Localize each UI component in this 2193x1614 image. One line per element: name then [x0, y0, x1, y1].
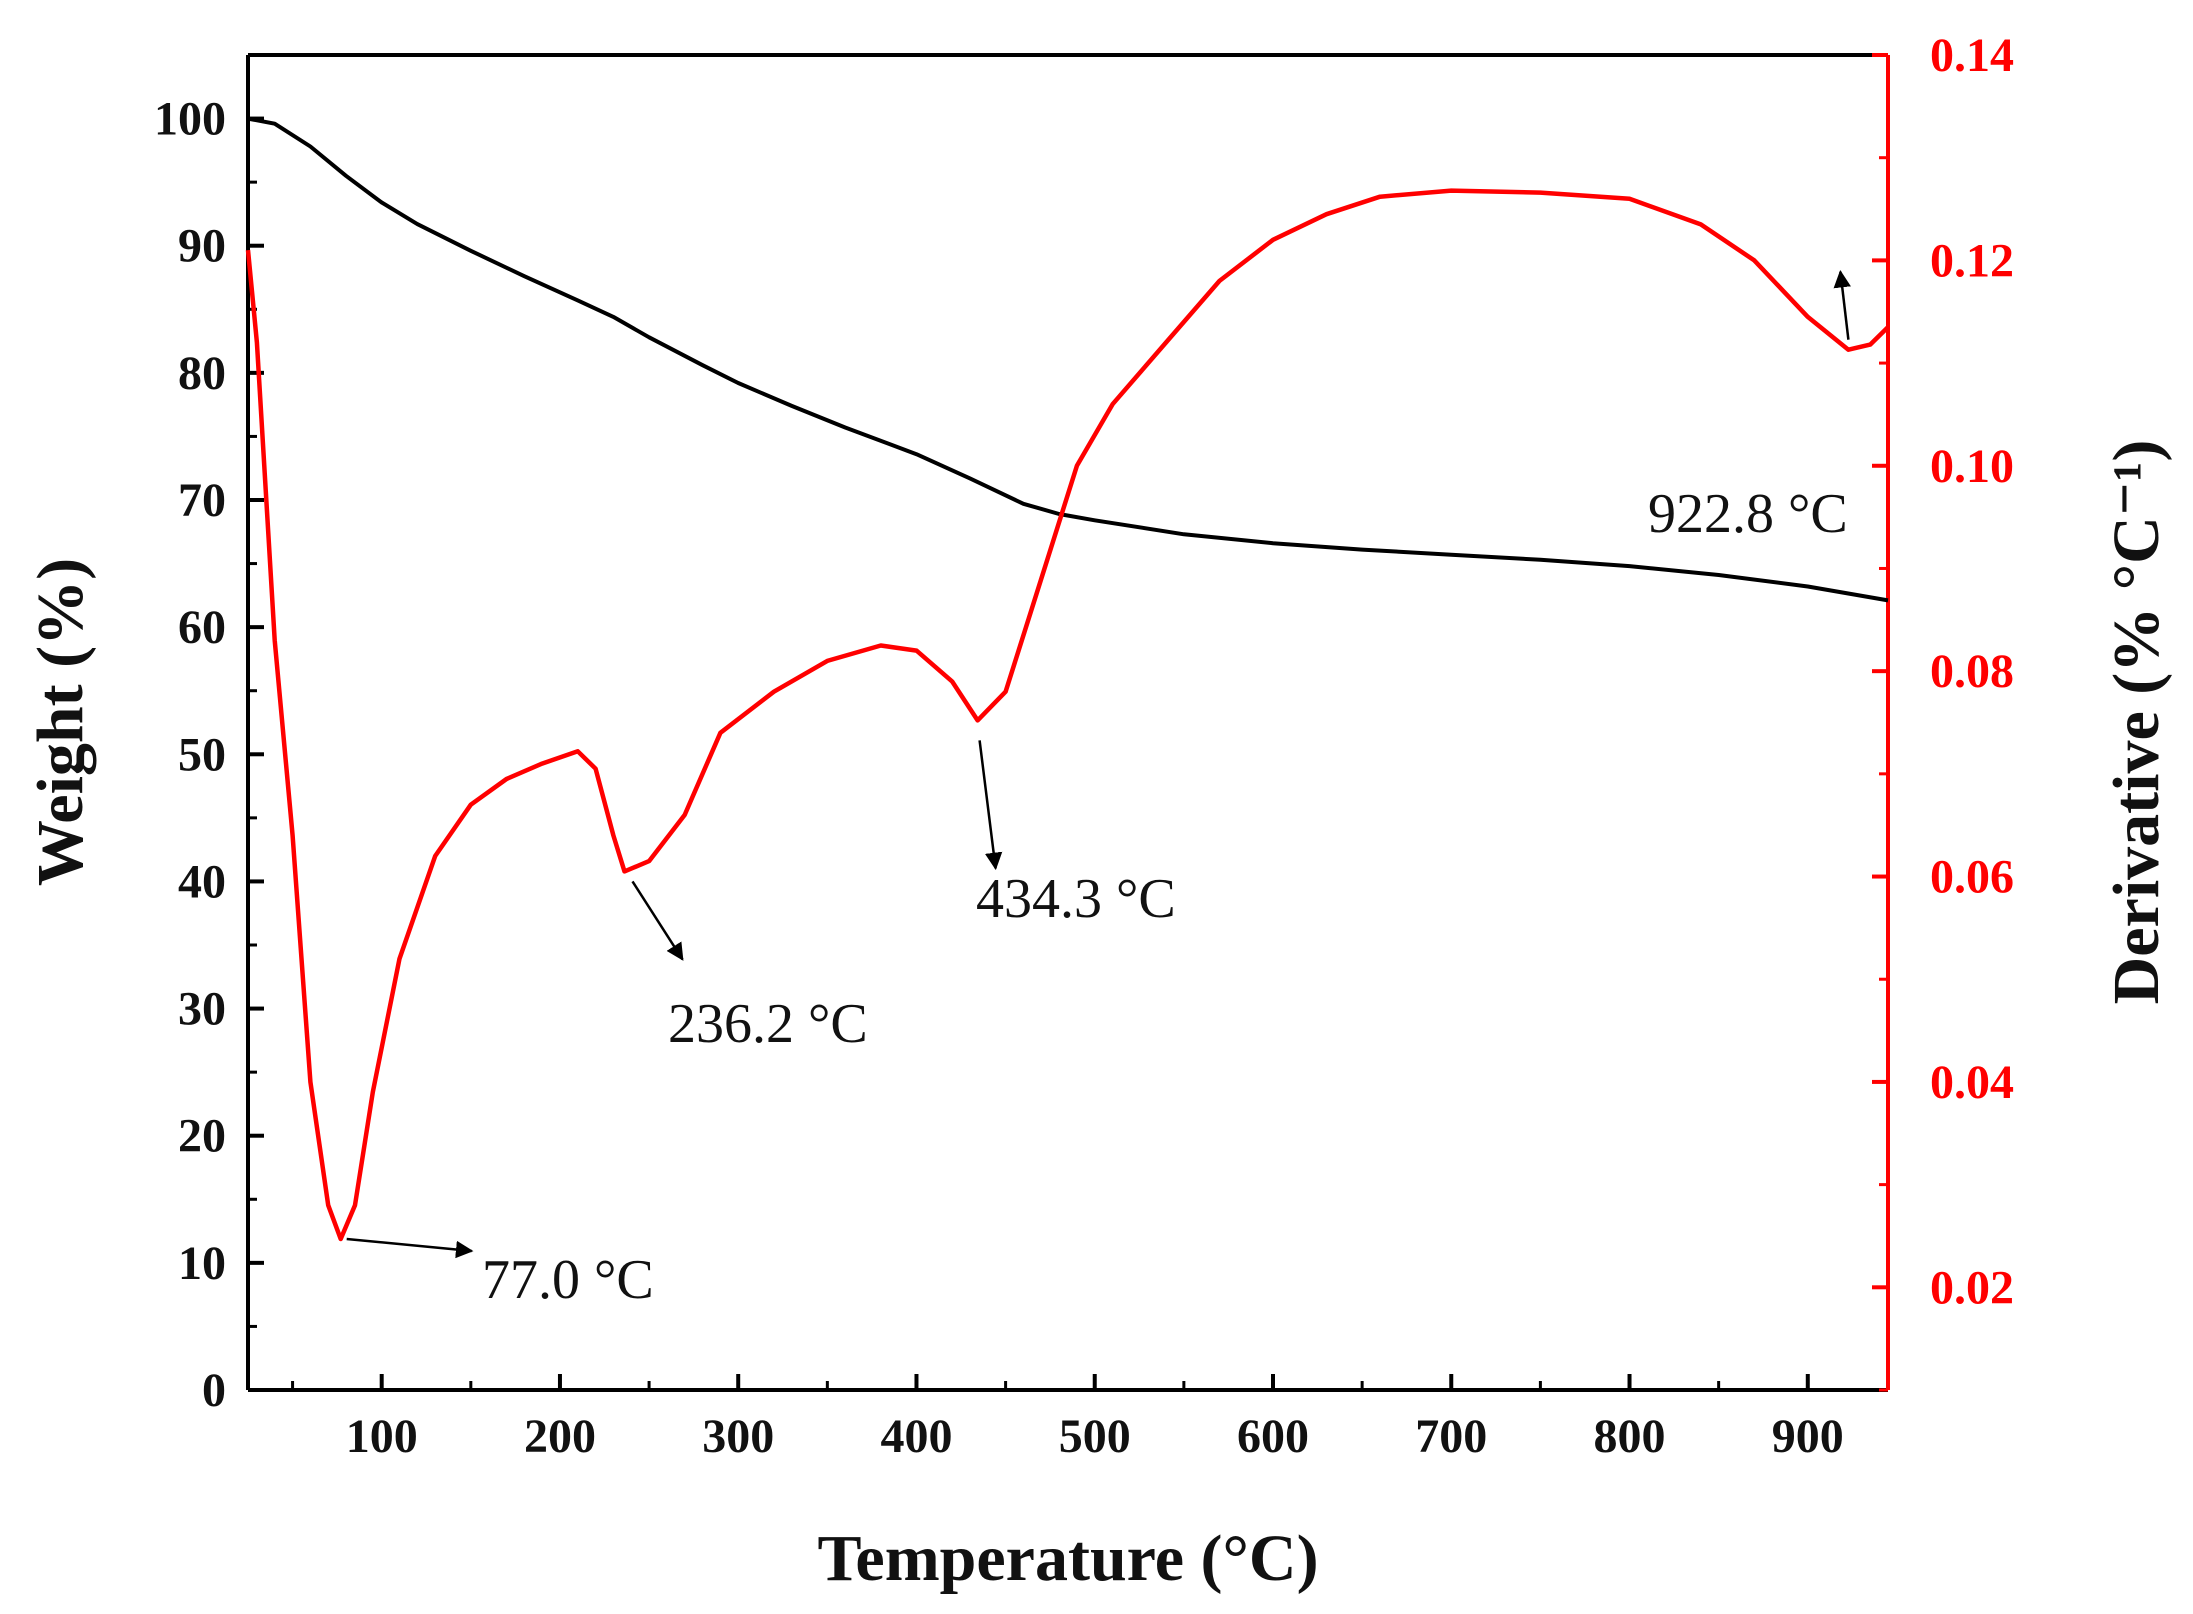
weight-series-line [247, 116, 1889, 603]
annotation-arrow-236 [631, 880, 684, 961]
x-tick-label: 500 [1059, 1410, 1131, 1463]
x-tick-label: 600 [1237, 1410, 1309, 1463]
derivative-series-line [245, 188, 1890, 1242]
y-right-tick-label: 0.12 [1930, 234, 2014, 287]
y-right-tick-label: 0.06 [1930, 851, 2014, 904]
y-left-tick-label: 70 [178, 474, 226, 527]
x-tick-label: 300 [702, 1410, 774, 1463]
x-tick-label: 400 [880, 1410, 952, 1463]
y-left-tick-label: 30 [178, 983, 226, 1036]
annotation-arrow-77 [346, 1237, 474, 1259]
y-left-tick-label: 90 [178, 220, 226, 273]
y-left-tick-label: 50 [178, 728, 226, 781]
y-left-axis-title: Weight (%) [24, 558, 97, 886]
y-right-tick-label: 0.14 [1930, 29, 2014, 82]
y-right-tick-label: 0.04 [1930, 1056, 2014, 1109]
x-axis-title: Temperature (°C) [817, 1522, 1318, 1595]
x-tick-label: 700 [1415, 1410, 1487, 1463]
y-left-tick-label: 100 [154, 93, 226, 146]
x-tick-label: 100 [346, 1410, 418, 1463]
annotation-arrow-434 [978, 740, 1003, 871]
y-left-tick-label: 20 [178, 1110, 226, 1163]
annotation-label-236: 236.2 °C [668, 993, 868, 1055]
y-right-tick-label: 0.08 [1930, 645, 2014, 698]
x-tick-label: 900 [1772, 1410, 1844, 1463]
annotation-label-77: 77.0 °C [482, 1249, 654, 1311]
annotation-arrow-922 [1833, 269, 1851, 340]
y-right-tick-label: 0.10 [1930, 440, 2014, 493]
x-tick-label: 200 [524, 1410, 596, 1463]
y-left-tick-label: 0 [202, 1364, 226, 1417]
annotation-label-434: 434.3 °C [976, 868, 1176, 930]
y-right-axis-title: Derivative (% °C⁻¹) [2100, 440, 2173, 1005]
x-tick-label: 800 [1594, 1410, 1666, 1463]
y-right-tick-label: 0.02 [1930, 1261, 2014, 1314]
annotation-label-922: 922.8 °C [1648, 483, 1848, 545]
y-left-tick-label: 80 [178, 347, 226, 400]
y-left-tick-label: 10 [178, 1237, 226, 1290]
y-left-tick-label: 40 [178, 855, 226, 908]
y-left-tick-label: 60 [178, 601, 226, 654]
